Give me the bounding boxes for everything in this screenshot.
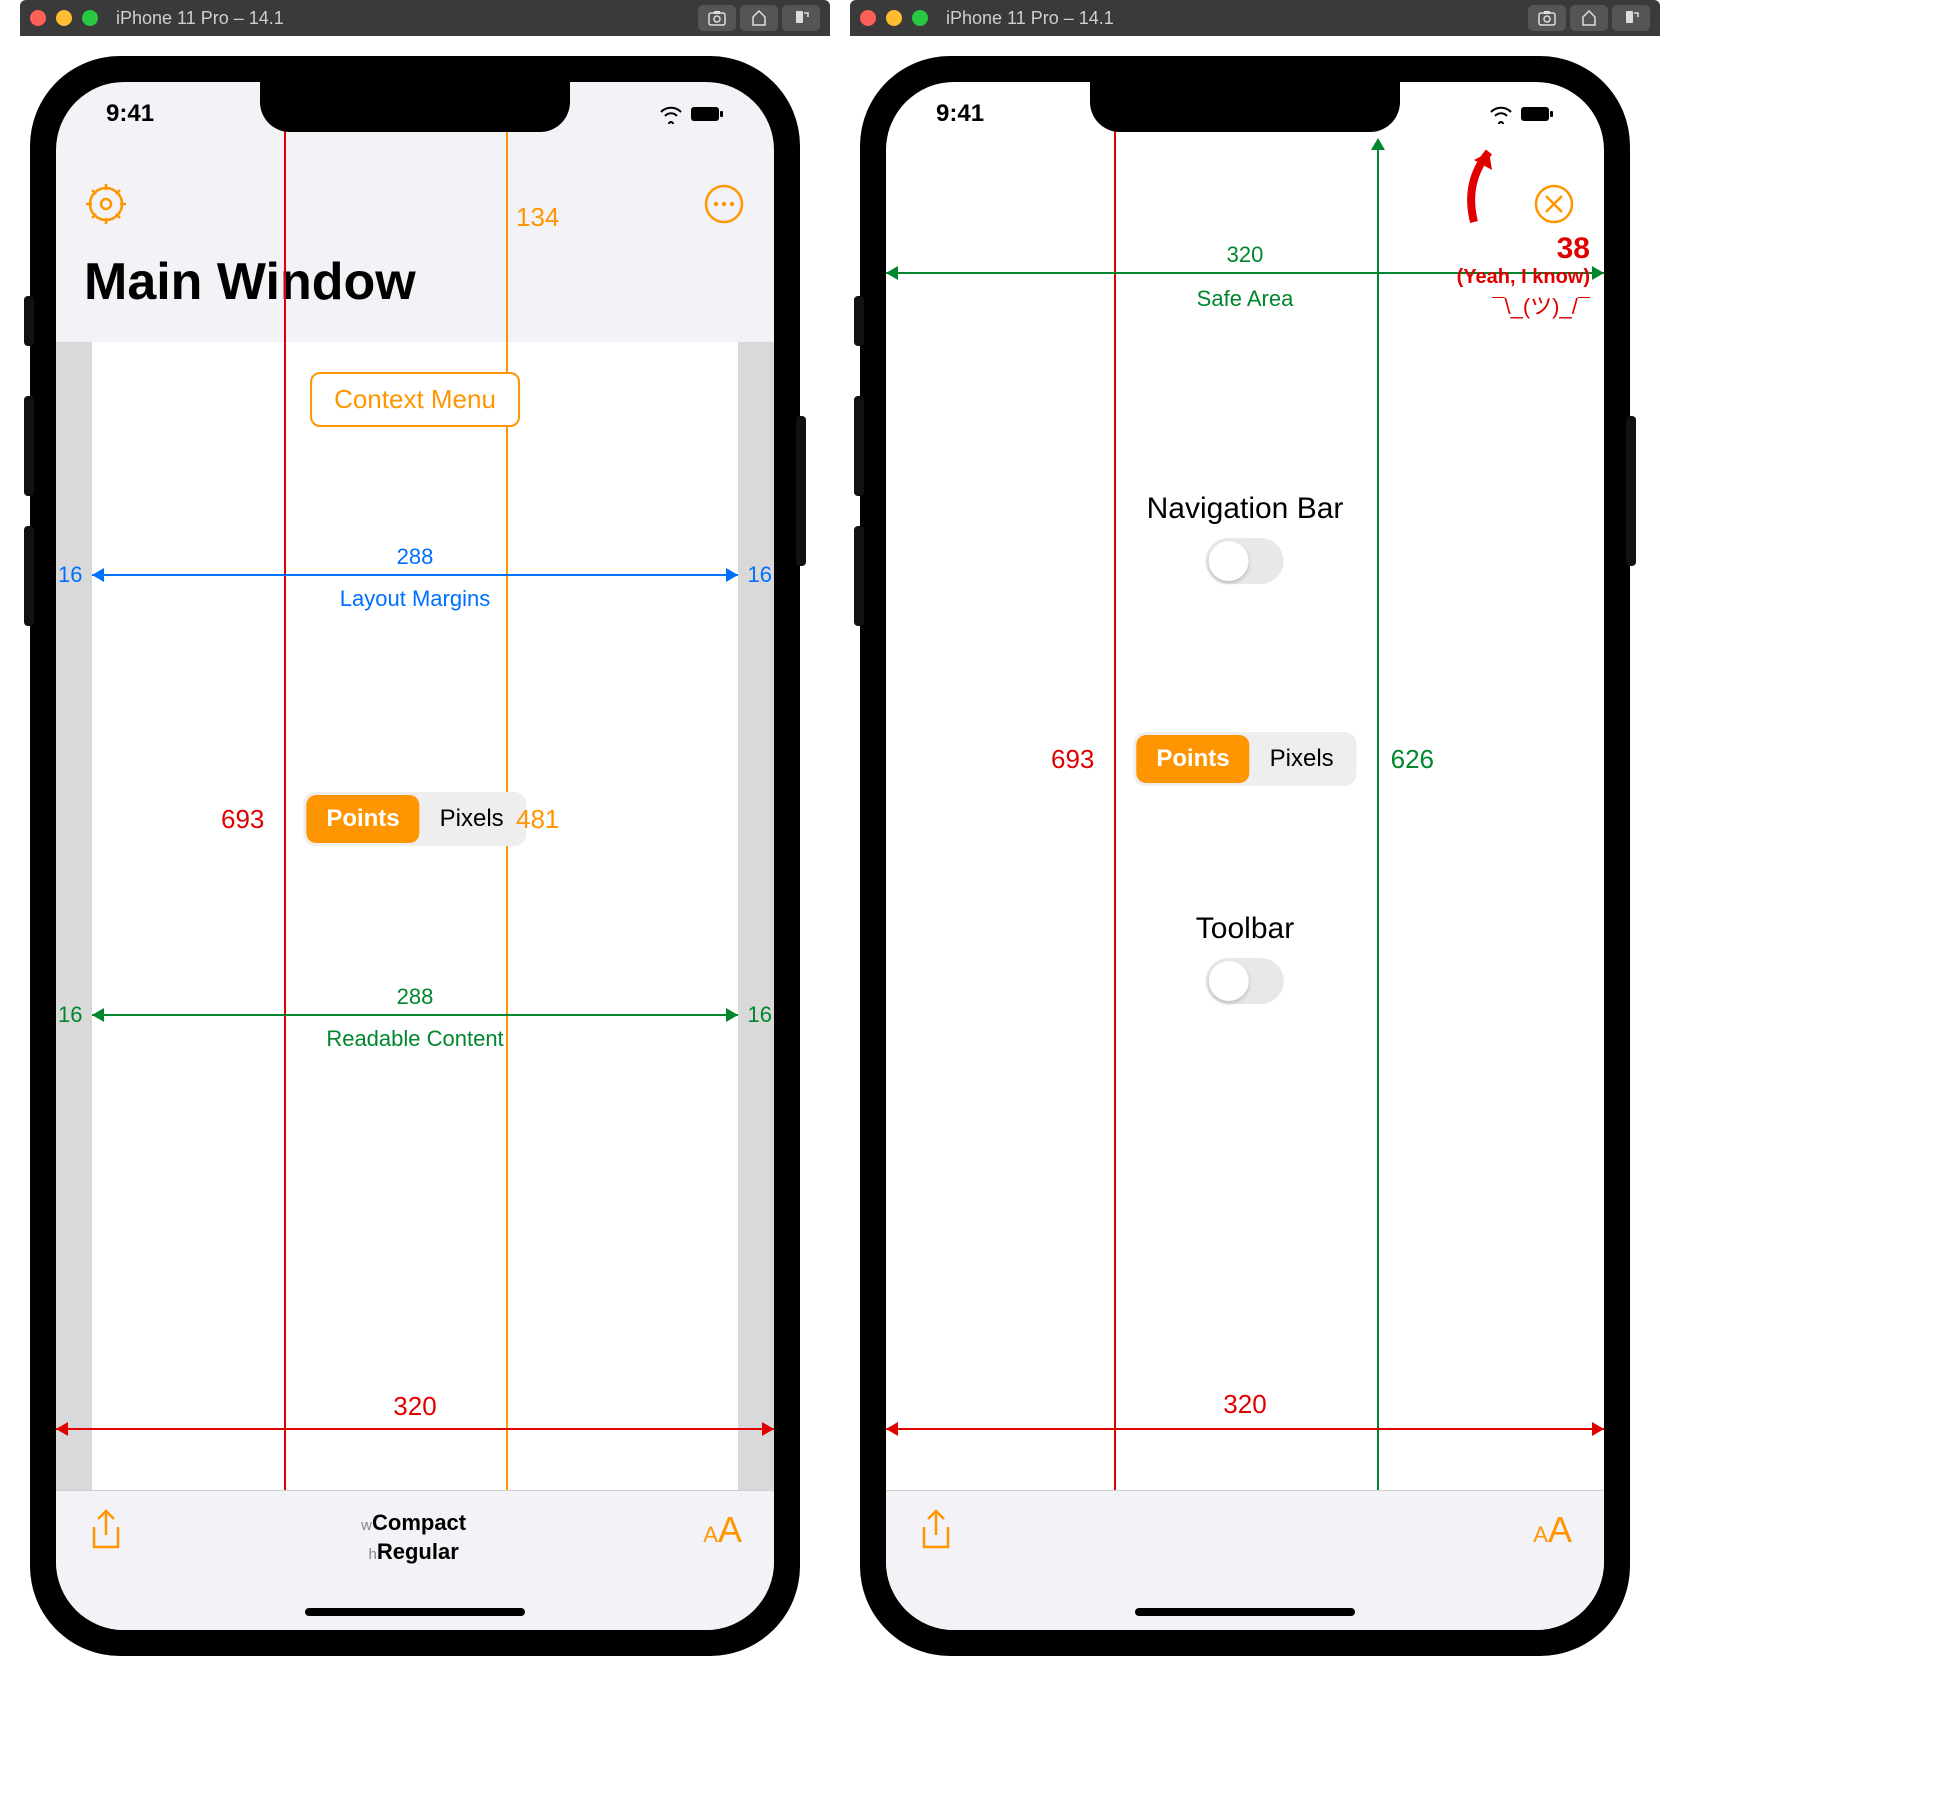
measure-width: 320 xyxy=(393,1391,436,1422)
home-indicator[interactable] xyxy=(305,1608,525,1616)
navbar-label: Navigation Bar xyxy=(1147,492,1344,526)
page-title: Main Window xyxy=(84,252,746,312)
seg-points[interactable]: Points xyxy=(306,795,419,843)
measure-readable-left: 16 xyxy=(58,1002,82,1028)
measure-margin-label: Layout Margins xyxy=(340,586,490,612)
rotate-icon[interactable] xyxy=(782,5,820,31)
home-icon[interactable] xyxy=(740,5,778,31)
more-icon[interactable] xyxy=(702,182,746,226)
measure-height-left: 693 xyxy=(1051,744,1094,775)
annotation-note1: (Yeah, I know) xyxy=(1457,266,1590,289)
measure-readable-width: 288 xyxy=(397,984,434,1010)
traffic-close[interactable] xyxy=(30,10,46,26)
traffic-max[interactable] xyxy=(82,10,98,26)
annotation-value: 38 xyxy=(1457,232,1590,266)
annotation-arrow xyxy=(1434,142,1514,232)
measure-safearea-width: 320 xyxy=(1227,242,1264,268)
measure-margin-right: 16 xyxy=(748,562,772,588)
measure-readable-right: 16 xyxy=(748,1002,772,1028)
wifi-icon xyxy=(1488,104,1514,124)
window-chrome: iPhone 11 Pro – 14.1 xyxy=(20,0,830,36)
text-size-icon[interactable]: AA xyxy=(703,1509,742,1551)
unit-segmented-control[interactable]: Points Pixels xyxy=(1133,732,1356,786)
measure-safearea-label: Safe Area xyxy=(1197,286,1294,312)
traffic-min[interactable] xyxy=(886,10,902,26)
device-frame: 9:41 Main Window 134 xyxy=(30,56,800,1656)
screenshot-icon[interactable] xyxy=(1528,5,1566,31)
battery-icon xyxy=(690,106,724,122)
measure-width: 320 xyxy=(1223,1389,1266,1420)
toolbar-label: Toolbar xyxy=(1196,912,1294,946)
notch xyxy=(1090,82,1400,132)
home-indicator[interactable] xyxy=(1135,1608,1355,1616)
annotation-note2: ¯\_(ツ)_/¯ xyxy=(1457,289,1590,321)
navbar-switch[interactable] xyxy=(1206,538,1284,584)
context-menu-button[interactable]: Context Menu xyxy=(310,372,520,427)
device-frame: 9:41 320 Safe Area 38 (Yeah, I xyxy=(860,56,1630,1656)
measure-readable-label: Readable Content xyxy=(326,1026,503,1052)
rotate-icon[interactable] xyxy=(1612,5,1650,31)
measure-height-right: 626 xyxy=(1391,744,1434,775)
window-title: iPhone 11 Pro – 14.1 xyxy=(116,8,698,29)
unit-segmented-control[interactable]: Points Pixels xyxy=(303,792,526,846)
seg-points[interactable]: Points xyxy=(1136,735,1249,783)
traffic-max[interactable] xyxy=(912,10,928,26)
share-icon[interactable] xyxy=(88,1509,124,1553)
traffic-min[interactable] xyxy=(56,10,72,26)
home-icon[interactable] xyxy=(1570,5,1608,31)
screenshot-icon[interactable] xyxy=(698,5,736,31)
measure-height-left: 693 xyxy=(221,804,264,835)
traffic-close[interactable] xyxy=(860,10,876,26)
gear-icon[interactable] xyxy=(84,182,128,226)
size-class-label: wCompact hRegular xyxy=(361,1509,466,1566)
text-size-icon[interactable]: AA xyxy=(1533,1509,1572,1551)
wifi-icon xyxy=(658,104,684,124)
notch xyxy=(260,82,570,132)
seg-pixels[interactable]: Pixels xyxy=(1250,735,1354,783)
status-time: 9:41 xyxy=(936,100,984,128)
window-title: iPhone 11 Pro – 14.1 xyxy=(946,8,1528,29)
share-icon[interactable] xyxy=(918,1509,954,1553)
measure-margin-left: 16 xyxy=(58,562,82,588)
window-chrome: iPhone 11 Pro – 14.1 xyxy=(850,0,1660,36)
status-time: 9:41 xyxy=(106,100,154,128)
toolbar-switch[interactable] xyxy=(1206,958,1284,1004)
close-icon[interactable] xyxy=(1532,182,1576,226)
measure-nav-height: 134 xyxy=(516,202,559,233)
seg-pixels[interactable]: Pixels xyxy=(420,795,524,843)
measure-height-right: 481 xyxy=(516,804,559,835)
measure-margin-width: 288 xyxy=(397,544,434,570)
battery-icon xyxy=(1520,106,1554,122)
